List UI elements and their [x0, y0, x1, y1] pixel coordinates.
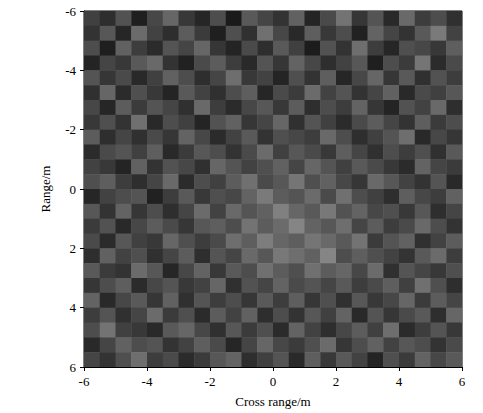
svg-text:-6: -6 [65, 4, 76, 19]
svg-text:-6: -6 [79, 374, 90, 389]
svg-text:4: 4 [396, 374, 403, 389]
svg-text:-4: -4 [142, 374, 153, 389]
svg-text:2: 2 [333, 374, 340, 389]
svg-text:-2: -2 [65, 122, 76, 137]
svg-text:Cross range/m: Cross range/m [235, 394, 310, 409]
svg-text:0: 0 [70, 182, 77, 197]
svg-text:Range/m: Range/m [38, 166, 53, 213]
svg-text:2: 2 [70, 241, 77, 256]
svg-text:6: 6 [459, 374, 466, 389]
svg-text:-2: -2 [205, 374, 216, 389]
svg-text:0: 0 [270, 374, 277, 389]
svg-text:4: 4 [70, 300, 77, 315]
svg-text:6: 6 [70, 360, 77, 375]
svg-text:-4: -4 [65, 63, 76, 78]
